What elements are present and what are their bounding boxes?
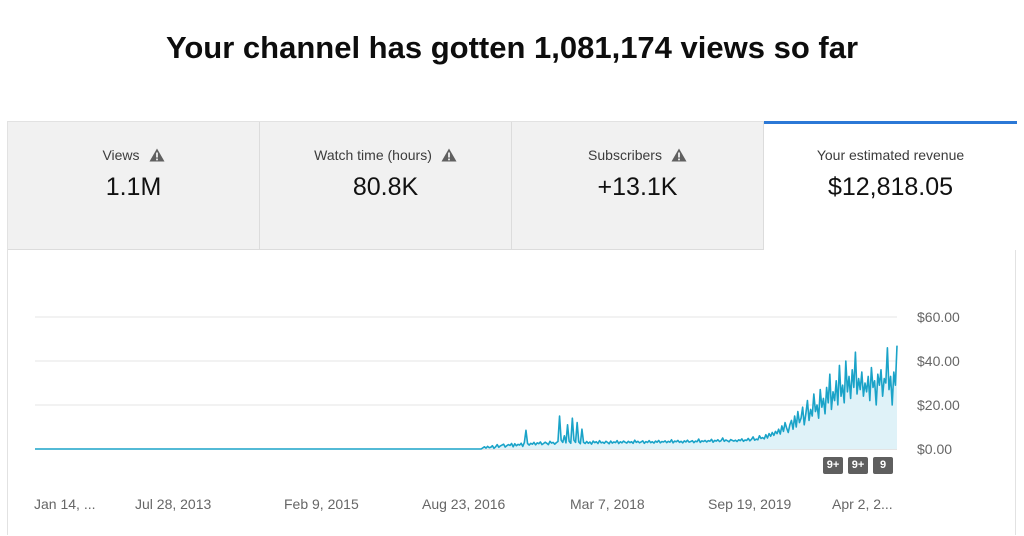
annotation-badge[interactable]: 9: [873, 457, 893, 474]
tab-revenue-title: Your estimated revenue: [816, 147, 965, 163]
tab-subscribers[interactable]: Subscribers +13.1K: [512, 122, 764, 250]
page-headline: Your channel has gotten 1,081,174 views …: [165, 30, 859, 65]
x-tick-label: Apr 2, 2...: [832, 496, 893, 512]
tab-subscribers-label: Subscribers: [588, 147, 662, 163]
y-axis-labels: $0.00 $20.00 $40.00 $60.00: [917, 309, 960, 457]
analytics-card: Views 1.1M Watch time (hours) 80.8K Subs…: [7, 121, 1017, 535]
series-area: [35, 345, 897, 449]
x-tick-label: Jul 28, 2013: [135, 496, 211, 512]
tab-watch-time[interactable]: Watch time (hours) 80.8K: [260, 122, 512, 250]
tab-subscribers-title: Subscribers: [512, 147, 763, 163]
revenue-series: [35, 345, 898, 450]
x-axis-labels: Jan 14, ... Jul 28, 2013 Feb 9, 2015 Aug 23…: [34, 496, 893, 512]
tab-watch-time-label: Watch time (hours): [314, 147, 432, 163]
x-tick-label: Mar 7, 2018: [570, 496, 645, 512]
tab-views-label: Views: [102, 147, 140, 163]
tab-estimated-revenue[interactable]: Your estimated revenue $12,818.05: [764, 121, 1017, 250]
y-tick-label: $0.00: [917, 441, 952, 457]
warning-icon[interactable]: [441, 148, 457, 162]
warning-icon[interactable]: [671, 148, 687, 162]
x-tick-label: Aug 23, 2016: [422, 496, 506, 512]
tab-subscribers-value: +13.1K: [597, 173, 678, 201]
tab-views[interactable]: Views 1.1M: [8, 122, 260, 250]
x-tick-label: Jan 14, ...: [34, 496, 95, 512]
annotation-badge[interactable]: 9+: [848, 457, 868, 474]
metric-tabs: Views 1.1M Watch time (hours) 80.8K Subs…: [8, 121, 1017, 250]
annotation-badges: 9+ 9+ 9: [823, 457, 893, 474]
y-tick-label: $20.00: [917, 397, 960, 413]
warning-icon[interactable]: [149, 148, 165, 162]
series-line: [35, 345, 898, 450]
revenue-chart: $0.00 $20.00 $40.00 $60.00 Jan 14, ... Jul 2…: [34, 309, 960, 512]
tab-watch-time-title: Watch time (hours): [260, 147, 511, 163]
chart-grid: [35, 316, 897, 450]
x-tick-label: Sep 19, 2019: [708, 496, 792, 512]
annotation-badge[interactable]: 9+: [823, 457, 843, 474]
tab-watch-time-value: 80.8K: [352, 173, 419, 201]
y-tick-label: $60.00: [917, 309, 960, 325]
tab-revenue-value: $12,818.05: [827, 173, 954, 201]
tab-views-title: Views: [8, 147, 259, 163]
tab-views-value: 1.1M: [105, 173, 162, 201]
x-tick-label: Feb 9, 2015: [284, 496, 359, 512]
y-tick-label: $40.00: [917, 353, 960, 369]
